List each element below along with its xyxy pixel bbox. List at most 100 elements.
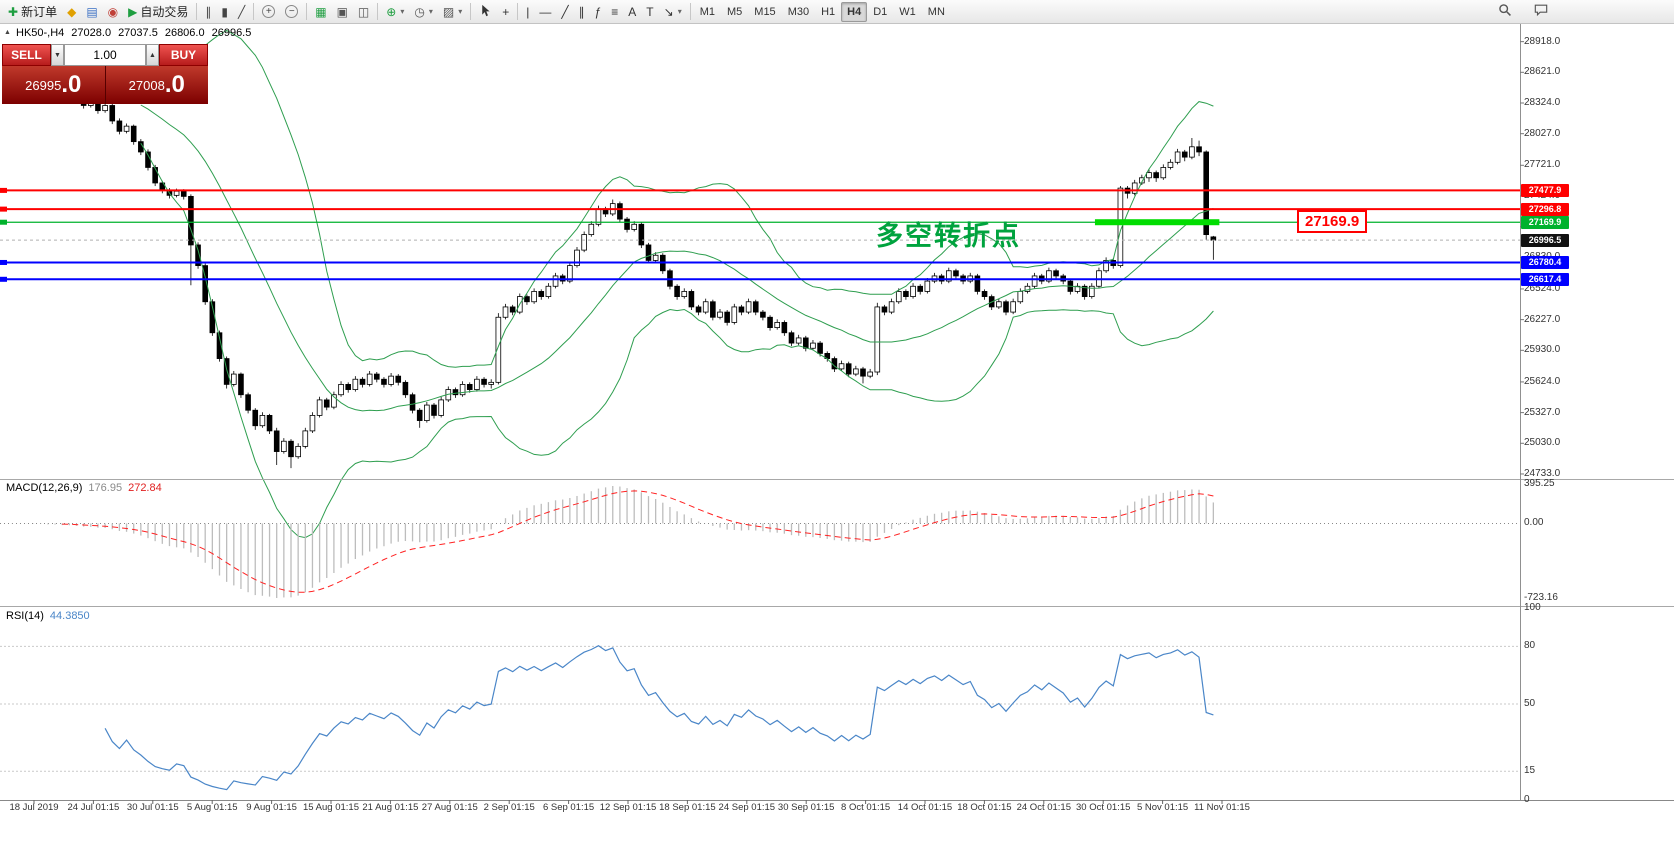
line-chart-icon: ╱ bbox=[238, 4, 246, 19]
indicators-button[interactable]: ⊕ ▾ bbox=[381, 2, 409, 22]
timeframe-h1[interactable]: H1 bbox=[821, 5, 836, 18]
timeframe-m30[interactable]: M30 bbox=[787, 5, 810, 18]
label-icon: T bbox=[646, 4, 654, 19]
line-chart-button[interactable]: ╱ bbox=[233, 2, 250, 22]
tile-windows-button[interactable]: ▦ bbox=[310, 2, 331, 22]
sell-price-main: 26995 bbox=[25, 77, 62, 93]
search-icon bbox=[1498, 3, 1512, 20]
vertical-line-icon: | bbox=[526, 4, 530, 19]
horizontal-line-button[interactable]: — bbox=[534, 2, 556, 22]
shapes-button[interactable]: ≡ bbox=[606, 2, 623, 22]
autotrading-button-label: 自动交易 bbox=[140, 5, 189, 19]
volume-up-button[interactable]: ▲ bbox=[146, 44, 159, 66]
candlestick-button[interactable]: ▮ bbox=[216, 2, 233, 22]
toolbar-separator bbox=[253, 3, 255, 20]
date-axis[interactable] bbox=[0, 800, 1674, 818]
buy-price-display[interactable]: 27008 .0 bbox=[105, 66, 208, 104]
tile-windows-icon: ▦ bbox=[315, 4, 327, 19]
toolbar-separator bbox=[517, 3, 519, 20]
rsi-name: RSI(14) bbox=[6, 610, 44, 622]
buy-price-decimal: .0 bbox=[164, 71, 185, 98]
buy-button[interactable]: BUY bbox=[159, 44, 208, 66]
autotrading-icon: ▶ bbox=[128, 4, 138, 19]
timeframe-w1[interactable]: W1 bbox=[899, 5, 916, 18]
one-click-trading-panel: SELL ▼ ▲ BUY 26995 .0 27008 .0 bbox=[2, 44, 208, 104]
candlestick-icon: ▮ bbox=[221, 4, 228, 19]
dropdown-arrow-icon: ▾ bbox=[677, 7, 682, 16]
label-button[interactable]: T bbox=[641, 2, 658, 22]
timeframe-m15[interactable]: M15 bbox=[754, 5, 776, 18]
volume-input[interactable] bbox=[64, 44, 146, 66]
crosshair-button[interactable]: + bbox=[497, 2, 514, 22]
ohlc-bars-button[interactable]: ∥ bbox=[200, 2, 216, 22]
trendline-button[interactable]: ╱ bbox=[556, 2, 573, 22]
toolbar-separator bbox=[306, 3, 308, 20]
market-watch-button[interactable]: ◆ bbox=[62, 2, 81, 22]
sell-price-decimal: .0 bbox=[61, 71, 82, 98]
text-icon: A bbox=[628, 4, 637, 19]
ohlc-bars-icon: ∥ bbox=[205, 4, 212, 19]
cascade-windows-icon: ▣ bbox=[336, 4, 348, 19]
ohlc-open: 27028.0 bbox=[71, 27, 112, 39]
arrange-windows-button[interactable]: ◫ bbox=[353, 2, 374, 22]
toolbar-separator bbox=[196, 3, 198, 20]
autotrading-button[interactable]: ▶ 自动交易 bbox=[123, 2, 193, 22]
fibonacci-icon: ƒ bbox=[594, 4, 602, 19]
chat-icon bbox=[1534, 3, 1548, 20]
data-window-button[interactable]: ▤ bbox=[81, 2, 102, 22]
dropdown-arrow-icon: ▾ bbox=[400, 7, 405, 16]
cascade-windows-button[interactable]: ▣ bbox=[332, 2, 353, 22]
fibonacci-button[interactable]: ƒ bbox=[590, 2, 607, 22]
templates-icon: ▨ bbox=[442, 4, 455, 19]
arrows-button[interactable]: ↘ ▾ bbox=[659, 2, 687, 22]
navigator-button[interactable]: ◉ bbox=[103, 2, 123, 22]
arrange-windows-icon: ◫ bbox=[357, 4, 370, 19]
trendline-icon: ╱ bbox=[561, 4, 569, 19]
timeframe-d1[interactable]: D1 bbox=[873, 5, 888, 18]
dropdown-arrow-icon: ▾ bbox=[458, 7, 463, 16]
price-level-label[interactable]: 27169.9 bbox=[1297, 210, 1368, 233]
toolbar-separator bbox=[377, 3, 379, 20]
volume-down-button[interactable]: ▼ bbox=[51, 44, 64, 66]
data-window-icon: ▤ bbox=[86, 4, 98, 19]
turning-point-annotation[interactable]: 多空转折点 bbox=[876, 221, 1021, 251]
zoom-out-button[interactable]: − bbox=[280, 2, 303, 22]
channel-icon: ∥ bbox=[578, 4, 585, 19]
navigator-icon: ◉ bbox=[107, 4, 119, 19]
macd-main-value: 176.95 bbox=[88, 482, 123, 494]
one-click-toggle[interactable]: ▲ bbox=[4, 29, 11, 36]
toolbar-separator bbox=[689, 3, 691, 20]
arrows-icon: ↘ bbox=[663, 4, 674, 19]
horizontal-line-icon: — bbox=[539, 4, 552, 19]
sell-price-display[interactable]: 26995 .0 bbox=[2, 66, 106, 104]
crosshair-icon: + bbox=[502, 4, 510, 19]
cursor-button[interactable] bbox=[474, 2, 497, 22]
timeframe-mn[interactable]: MN bbox=[927, 5, 945, 18]
symbol-period: HK50-,H4 bbox=[16, 27, 65, 39]
text-button[interactable]: A bbox=[623, 2, 641, 22]
timeframe-h4[interactable]: H4 bbox=[841, 1, 868, 22]
period-button[interactable]: ◷ ▾ bbox=[409, 2, 438, 22]
vertical-line-button[interactable]: | bbox=[521, 2, 534, 22]
new-order-icon: ✚ bbox=[8, 4, 19, 19]
channel-button[interactable]: ∥ bbox=[574, 2, 590, 22]
toolbar-right-group bbox=[1493, 2, 1553, 22]
chart-canvas[interactable] bbox=[0, 24, 1674, 818]
buy-price-main: 27008 bbox=[128, 77, 165, 93]
new-order-button[interactable]: ✚ 新订单 bbox=[3, 2, 62, 22]
ohlc-high: 27037.5 bbox=[118, 27, 158, 39]
timeframe-m5[interactable]: M5 bbox=[727, 5, 743, 18]
indicators-icon: ⊕ bbox=[386, 4, 397, 19]
toolbar-separator bbox=[470, 3, 472, 20]
toolbar: ✚ 新订单 ◆ ▤ ◉ ▶ 自动交易 ∥ ▮ ╱ + − ▦ ▣ ◫ ⊕ ▾ ◷ ▾ ▨ ▾ + | — ╱ ∥ ƒ ≡ A T ↘ ▾ M1 M… bbox=[0, 0, 1674, 24]
sell-button[interactable]: SELL bbox=[2, 44, 51, 66]
ohlc-close: 26996.5 bbox=[211, 27, 252, 39]
templates-button[interactable]: ▨ ▾ bbox=[438, 2, 467, 22]
timeframe-m1[interactable]: M1 bbox=[699, 5, 715, 18]
macd-name: MACD(12,26,9) bbox=[6, 482, 83, 494]
community-chat-button[interactable] bbox=[1529, 2, 1553, 22]
zoom-in-button[interactable]: + bbox=[257, 2, 280, 22]
price-axis[interactable] bbox=[1520, 24, 1674, 800]
search-button[interactable] bbox=[1493, 2, 1517, 22]
